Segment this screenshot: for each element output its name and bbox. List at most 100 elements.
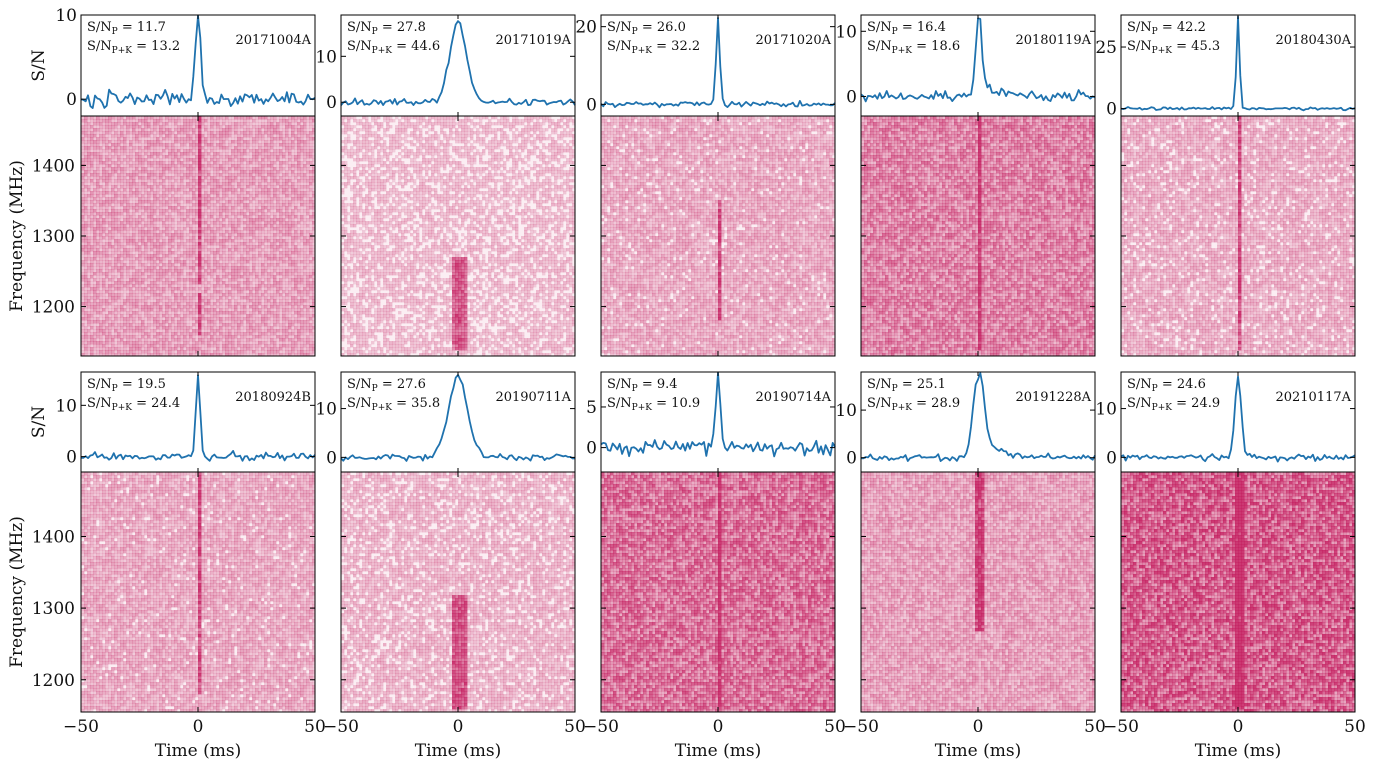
snr-p-annotation: S/NP = 16.4 (867, 20, 946, 37)
snr-tick-label: 0 (66, 448, 77, 468)
snr-tick-label: 0 (846, 449, 857, 469)
x-axis-title: Time (ms) (155, 741, 241, 761)
snr-pk-annotation: S/NP+K = 24.9 (1127, 396, 1220, 413)
time-tick-label: 0 (193, 717, 204, 737)
burst-id-label: 20180924B (235, 390, 311, 405)
burst-id-label: 20191228A (1015, 390, 1091, 405)
snr-pk-annotation: S/NP+K = 18.6 (867, 39, 960, 56)
snr-tick-label: 25 (1095, 38, 1117, 58)
snr-tick-label: 10 (315, 400, 337, 420)
time-tick-label: 50 (1344, 717, 1366, 737)
waterfall-20171019A (341, 116, 575, 356)
time-tick-label: −50 (843, 717, 879, 737)
time-tick-label: 0 (713, 717, 724, 737)
y-axis-title-snr: S/N (29, 49, 49, 81)
burst-id-label: 20171004A (235, 33, 311, 48)
time-tick-label: 50 (564, 717, 586, 737)
snr-tick-label: 0 (326, 448, 337, 468)
waterfall-20210117A (1121, 472, 1355, 712)
time-tick-label: −50 (583, 717, 619, 737)
snr-pk-annotation: S/NP+K = 28.9 (867, 396, 960, 413)
burst-id-label: 20180430A (1275, 33, 1351, 48)
waterfall-20171020A (601, 116, 835, 356)
snr-pk-annotation: S/NP+K = 13.2 (87, 39, 180, 56)
panel-20171004A: 1200 1300 1400 0 10 S/NP = 11.7 S/NP+K = 13.2 2… (32, 6, 316, 357)
panel-20190711A: −50 0 50 Time (ms) 0 10 S/NP = 27.6 S/NP+K = 35… (315, 371, 586, 761)
snr-tick-label: 10 (1095, 400, 1117, 420)
panel-20191228A: −50 0 50 Time (ms) 0 10 S/NP = 25.1 S/NP+K = 28… (835, 371, 1106, 761)
snr-tick-label: 10 (55, 6, 77, 26)
snr-tick-label: 0 (326, 93, 337, 113)
snr-p-annotation: S/NP = 19.5 (87, 377, 166, 394)
waterfall-20171004A (81, 116, 315, 356)
panel-20210117A: −50 0 50 Time (ms) 0 10 S/NP = 24.6 S/NP+K = 24… (1095, 371, 1366, 761)
snr-tick-label: 10 (835, 22, 857, 42)
burst-id-label: 20190714A (755, 390, 831, 405)
snr-p-annotation: S/NP = 27.6 (347, 377, 426, 394)
snr-tick-label: 10 (835, 401, 857, 421)
y-axis-title-snr: S/N (29, 406, 49, 438)
snr-tick-label: 0 (586, 439, 597, 459)
snr-tick-label: 10 (55, 396, 77, 416)
y-axis-title-frequency: Frequency (MHz) (7, 516, 27, 668)
panel-20180924B: 1200 1300 1400 −50 0 50 Time (ms) 0 10 S/NP = 19.… (32, 371, 326, 761)
freq-tick-label: 1400 (32, 156, 75, 176)
snr-tick-label: 0 (586, 95, 597, 115)
time-tick-label: 50 (1084, 717, 1106, 737)
burst-id-label: 20210117A (1275, 390, 1351, 405)
panel-20190714A: −50 0 50 Time (ms) 0 5 S/NP = 9.4 S/NP+K = 10.9… (583, 371, 846, 761)
burst-id-label: 20171020A (755, 33, 831, 48)
time-tick-label: 50 (824, 717, 846, 737)
burst-id-label: 20171019A (495, 33, 571, 48)
snr-tick-label: 0 (846, 87, 857, 107)
profile-line-20210117A (1120, 375, 1356, 463)
time-tick-label: −50 (323, 717, 359, 737)
snr-p-annotation: S/NP = 26.0 (607, 20, 686, 37)
snr-pk-annotation: S/NP+K = 24.4 (87, 396, 180, 413)
time-tick-label: 0 (453, 717, 464, 737)
snr-p-annotation: S/NP = 11.7 (87, 20, 166, 37)
x-axis-title: Time (ms) (415, 741, 501, 761)
profile-line-20191228A (860, 372, 1096, 462)
snr-p-annotation: S/NP = 42.2 (1127, 20, 1206, 37)
snr-pk-annotation: S/NP+K = 44.6 (347, 39, 440, 56)
freq-tick-label: 1200 (32, 671, 75, 691)
snr-tick-label: 5 (586, 398, 597, 418)
waterfall-20180430A (1121, 116, 1355, 356)
snr-pk-annotation: S/NP+K = 45.3 (1127, 39, 1220, 56)
waterfall-20190711A (341, 472, 575, 712)
time-tick-label: 0 (973, 717, 984, 737)
time-tick-label: 50 (304, 717, 326, 737)
snr-p-annotation: S/NP = 27.8 (347, 20, 426, 37)
waterfall-20180924B (81, 472, 315, 712)
x-axis-title: Time (ms) (675, 741, 761, 761)
waterfall-20191228A (861, 472, 1095, 712)
panel-20180430A: 0 25 S/NP = 42.2 S/NP+K = 45.3 20180430A (1095, 14, 1356, 357)
snr-p-annotation: S/NP = 25.1 (867, 377, 946, 394)
profile-line-20171019A (340, 20, 576, 106)
snr-p-annotation: S/NP = 24.6 (1127, 377, 1206, 394)
freq-tick-label: 1200 (32, 298, 75, 318)
freq-tick-label: 1400 (32, 527, 75, 547)
snr-tick-label: 20 (575, 18, 597, 38)
burst-id-label: 20180119A (1015, 33, 1091, 48)
snr-p-annotation: S/NP = 9.4 (607, 377, 678, 394)
freq-tick-label: 1300 (32, 599, 75, 619)
burst-id-label: 20190711A (495, 390, 571, 405)
time-tick-label: −50 (1103, 717, 1139, 737)
waterfall-20180119A (861, 116, 1095, 356)
x-axis-title: Time (ms) (1195, 741, 1281, 761)
snr-tick-label: 0 (1106, 100, 1117, 120)
snr-pk-annotation: S/NP+K = 32.2 (607, 39, 700, 56)
snr-pk-annotation: S/NP+K = 10.9 (607, 396, 700, 413)
freq-tick-label: 1300 (32, 227, 75, 247)
x-axis-title: Time (ms) (935, 741, 1021, 761)
snr-tick-label: 0 (66, 90, 77, 110)
snr-pk-annotation: S/NP+K = 35.8 (347, 396, 440, 413)
panel-20180119A: 0 10 S/NP = 16.4 S/NP+K = 18.6 20180119A (835, 14, 1096, 357)
panel-20171019A: 0 10 S/NP = 27.8 S/NP+K = 44.6 20171019A (315, 14, 576, 357)
y-axis-title-frequency: Frequency (MHz) (7, 160, 27, 312)
snr-tick-label: 10 (315, 47, 337, 67)
waterfall-20190714A (601, 472, 835, 712)
